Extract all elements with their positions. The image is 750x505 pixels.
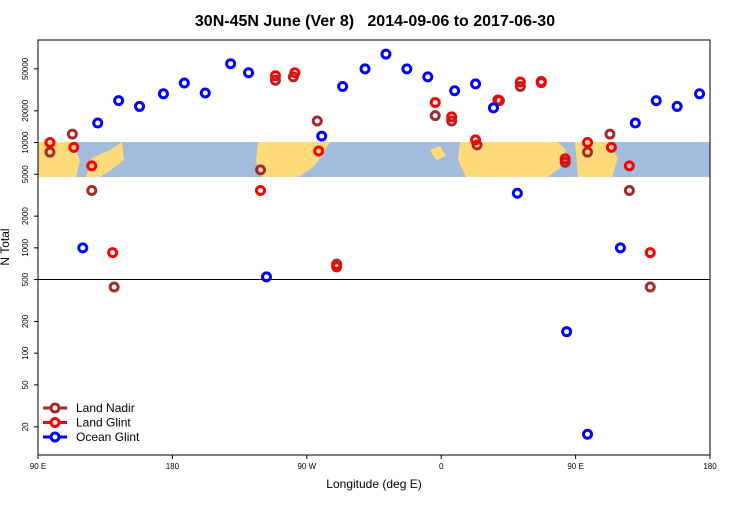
point: [559, 153, 571, 165]
y-tick-label: 50: [21, 380, 30, 389]
legend-label: Ocean Glint: [76, 430, 140, 444]
point: [582, 146, 594, 158]
point: [535, 77, 547, 89]
point: [260, 271, 272, 283]
point: [44, 137, 56, 149]
x-tick-label: 90 W: [297, 462, 316, 471]
point: [561, 326, 573, 338]
point: [623, 185, 635, 197]
point: [269, 74, 281, 86]
point: [77, 242, 89, 254]
point: [429, 110, 441, 122]
point: [316, 130, 328, 142]
point: [470, 78, 482, 90]
point: [514, 81, 526, 93]
point: [243, 67, 255, 79]
legend-label: Land Glint: [76, 416, 131, 430]
point: [446, 115, 458, 127]
y-tick-label: 2000: [21, 207, 30, 225]
y-axis-label: N Total: [0, 228, 12, 265]
point: [134, 100, 146, 112]
point: [582, 137, 594, 149]
point: [337, 81, 349, 93]
point: [629, 117, 641, 129]
y-tick-label: 200: [21, 314, 30, 328]
x-axis-label: Longitude (deg E): [326, 477, 421, 491]
point: [422, 71, 434, 83]
y-tick-label: 10000: [21, 131, 30, 154]
legend-label: Land Nadir: [76, 401, 135, 415]
point: [623, 160, 635, 172]
x-tick-label: 180: [166, 462, 180, 471]
point: [199, 87, 211, 99]
chart-title: 30N-45N June (Ver 8) 2014-09-06 to 2017-…: [195, 13, 555, 30]
point: [487, 102, 499, 114]
point: [604, 128, 616, 140]
x-tick-label: 90 E: [30, 462, 46, 471]
y-tick-label: 20000: [21, 99, 30, 122]
point: [644, 281, 656, 293]
x-tick-label: 90 E: [567, 462, 583, 471]
point: [311, 115, 323, 127]
y-tick-label: 5000: [21, 165, 30, 183]
point: [514, 76, 526, 88]
point: [269, 70, 281, 82]
point: [289, 67, 301, 79]
point: [107, 247, 119, 259]
point: [511, 187, 523, 199]
point: [113, 95, 125, 107]
point: [255, 185, 267, 197]
map-strip: [38, 142, 710, 177]
point: [380, 48, 392, 60]
point: [178, 77, 190, 89]
legend-marker: [49, 431, 61, 443]
y-tick-label: 500: [21, 272, 30, 286]
point: [86, 185, 98, 197]
point: [157, 88, 169, 100]
point: [694, 88, 706, 100]
point: [492, 94, 504, 106]
y-tick-label: 50000: [21, 57, 30, 80]
point: [471, 139, 483, 151]
point: [255, 164, 267, 176]
point: [644, 247, 656, 259]
point: [401, 63, 413, 75]
point: [331, 261, 343, 273]
point: [359, 63, 371, 75]
point: [313, 145, 325, 157]
x-tick-label: 180: [703, 462, 717, 471]
legend-marker: [49, 417, 61, 428]
point: [225, 58, 237, 70]
point: [92, 117, 104, 129]
point: [470, 134, 482, 146]
point: [650, 95, 662, 107]
point: [671, 100, 683, 112]
point: [66, 128, 78, 140]
legend-marker: [49, 402, 61, 414]
point: [582, 428, 594, 440]
point: [86, 160, 98, 172]
y-tick-label: 1000: [21, 238, 30, 256]
y-tick-label: 20: [21, 422, 30, 431]
point: [449, 85, 461, 97]
point: [446, 111, 458, 123]
point: [108, 281, 120, 293]
x-tick-label: 0: [439, 462, 444, 471]
point: [68, 141, 80, 153]
point: [44, 146, 56, 158]
y-tick-label: 100: [21, 346, 30, 360]
point: [429, 96, 441, 108]
point: [614, 242, 626, 254]
point: [605, 141, 617, 153]
